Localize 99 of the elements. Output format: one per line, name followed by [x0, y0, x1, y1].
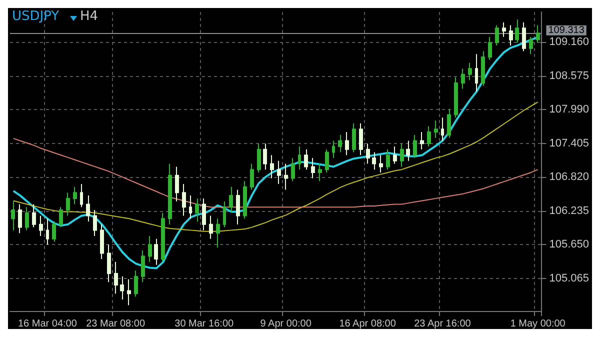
candlestick	[93, 209, 97, 236]
candlestick	[352, 122, 356, 153]
candlestick	[325, 148, 329, 173]
candlestick	[536, 24, 540, 44]
candlestick	[59, 206, 63, 228]
candlestick	[441, 117, 444, 142]
candlestick	[481, 50, 485, 86]
candlestick	[345, 132, 349, 156]
ref-line-label: 109.313	[548, 24, 585, 36]
candlestick	[182, 184, 186, 216]
candlestick	[427, 126, 431, 147]
candlestick	[475, 54, 478, 92]
y-tick-label: 105.650	[549, 238, 590, 251]
candlestick	[120, 276, 124, 300]
candlestick	[318, 163, 322, 182]
x-tick-label: 9 Apr 00:00	[260, 318, 312, 330]
candlestick	[66, 192, 70, 216]
candlestick	[284, 163, 288, 190]
candlestick	[488, 36, 492, 60]
candlestick	[372, 152, 376, 170]
candlestick	[141, 250, 145, 283]
candlestick	[39, 215, 43, 236]
x-tick-label: 23 Apr 16:00	[414, 318, 472, 330]
candlestick	[257, 143, 261, 173]
candlestick	[154, 238, 158, 266]
x-tick-label: 16 Apr 08:00	[339, 318, 396, 330]
candlestick	[11, 200, 15, 231]
candlestick	[393, 146, 397, 164]
candlestick	[148, 235, 152, 262]
candlestick	[52, 221, 56, 242]
candlestick	[216, 218, 220, 248]
candlestick	[73, 186, 77, 205]
line-series	[12, 36, 539, 270]
chart-subtitle: H4	[80, 9, 98, 24]
candlestick	[263, 143, 267, 170]
candlestick	[515, 19, 519, 44]
candlestick	[509, 24, 513, 46]
candlestick	[100, 224, 104, 260]
candlestick	[522, 22, 526, 52]
x-tick-label: 16 Mar 04:00	[18, 318, 78, 330]
y-tick-label: 107.990	[549, 104, 590, 116]
candlestick	[386, 148, 390, 170]
candlestick	[434, 120, 438, 138]
candlestick	[32, 204, 36, 228]
candlestick	[529, 36, 533, 55]
candlestick	[223, 200, 226, 228]
candlestick	[454, 76, 458, 118]
candlestick	[161, 212, 165, 262]
y-tick-label: 106.235	[549, 204, 590, 217]
candlestick	[447, 108, 451, 138]
candlestick	[134, 270, 138, 298]
candlestick	[236, 189, 240, 225]
candlestick	[270, 154, 274, 179]
candlestick	[413, 134, 417, 159]
candlestick	[202, 198, 206, 231]
candlestick	[86, 195, 90, 222]
line-series	[12, 138, 538, 208]
candlestick	[195, 198, 199, 222]
candlestick	[168, 163, 172, 225]
candlestick	[127, 278, 131, 306]
y-tick-label: 106.820	[549, 171, 590, 184]
candlestick	[400, 143, 404, 168]
candlestick	[80, 184, 83, 208]
candlestick	[304, 148, 308, 170]
candlestick	[277, 160, 281, 185]
candlestick	[332, 140, 335, 159]
candlestick	[18, 204, 22, 234]
x-tick-label: 30 Mar 16:00	[174, 318, 234, 330]
candlestick	[250, 163, 254, 190]
y-tick-label: 109.160	[549, 36, 590, 48]
candlestick	[46, 218, 49, 246]
candlestick	[379, 154, 383, 173]
y-tick-label: 105.065	[549, 272, 590, 284]
candlestick	[107, 244, 111, 283]
candlestick	[338, 134, 342, 153]
candlestick	[495, 24, 499, 46]
candlestick	[311, 158, 315, 179]
candlestick	[25, 206, 29, 231]
chart-title: USDJPY	[12, 9, 60, 24]
candlestick	[229, 186, 233, 214]
x-tick-label: 23 Mar 08:00	[86, 318, 146, 330]
candlestick	[502, 22, 506, 38]
candlestick	[189, 195, 192, 220]
candlestick	[366, 143, 370, 164]
x-tick-label: 1 May 00:00	[510, 318, 566, 330]
candlestick	[461, 68, 465, 90]
candlestick	[243, 180, 247, 220]
candlestick	[468, 62, 472, 81]
candlestick	[359, 122, 363, 156]
candlestick	[420, 132, 424, 150]
candlestick	[114, 261, 118, 294]
candlestick	[175, 166, 179, 202]
candlestick	[298, 146, 301, 170]
candlestick	[209, 215, 213, 240]
candlestick	[406, 140, 410, 162]
y-tick-label: 107.405	[549, 137, 590, 150]
line-series	[12, 102, 538, 232]
y-tick-label: 108.575	[549, 70, 590, 82]
candlestick	[291, 158, 295, 182]
